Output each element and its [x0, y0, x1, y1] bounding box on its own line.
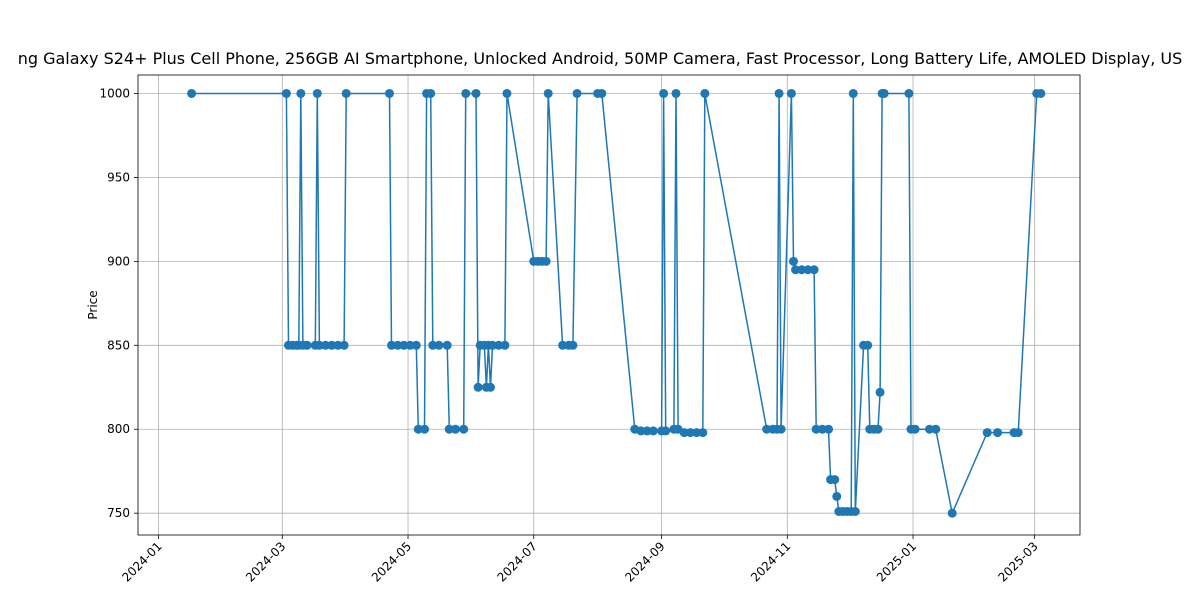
point [698, 428, 708, 438]
point [925, 424, 935, 434]
point [434, 340, 444, 350]
y-axis-label: Price [86, 290, 100, 319]
point [993, 428, 1003, 438]
point [803, 265, 813, 275]
point [692, 428, 702, 438]
chart-title: ng Galaxy S24+ Plus Cell Phone, 256GB AI… [18, 49, 1183, 68]
point [314, 340, 324, 350]
point [541, 256, 551, 266]
point [339, 340, 349, 350]
point [904, 88, 914, 98]
point [187, 88, 197, 98]
point [1036, 88, 1046, 98]
point [473, 382, 483, 392]
point [850, 506, 860, 516]
point [500, 340, 510, 350]
point [321, 340, 331, 350]
point [811, 424, 821, 434]
point [302, 340, 312, 350]
point [642, 426, 652, 436]
point [873, 424, 883, 434]
plot-frame [137, 74, 1081, 536]
y-tick-label: 1000 [99, 86, 130, 100]
point [405, 340, 415, 350]
point [296, 88, 306, 98]
point [428, 340, 438, 350]
point [679, 428, 689, 438]
point [461, 88, 471, 98]
point [281, 88, 291, 98]
y-tick-label: 800 [107, 422, 130, 436]
point [444, 424, 454, 434]
point [471, 88, 481, 98]
point [910, 424, 920, 434]
point [341, 88, 351, 98]
point [327, 340, 337, 350]
point [411, 340, 421, 350]
x-tick-label: 2024-11 [748, 539, 793, 584]
point [1013, 428, 1023, 438]
point [791, 265, 801, 275]
y-tick-label: 750 [107, 506, 130, 520]
y-tick-label: 950 [107, 170, 130, 184]
point [774, 88, 784, 98]
point [558, 340, 568, 350]
point [648, 426, 658, 436]
point [597, 88, 607, 98]
point [832, 491, 842, 501]
point [786, 88, 796, 98]
y-tick-label: 850 [107, 338, 130, 352]
point [875, 387, 885, 397]
point [809, 265, 819, 275]
point [700, 88, 710, 98]
point [848, 88, 858, 98]
point [450, 424, 460, 434]
point [788, 256, 798, 266]
point [863, 340, 873, 350]
x-tick-label: 2024-07 [495, 539, 540, 584]
x-tick-label: 2024-01 [119, 539, 164, 584]
point [387, 340, 397, 350]
point [797, 265, 807, 275]
point [671, 88, 681, 98]
point [312, 88, 322, 98]
point [661, 426, 671, 436]
point [384, 88, 394, 98]
point [488, 340, 498, 350]
point [459, 424, 469, 434]
point [393, 340, 403, 350]
point [636, 426, 646, 436]
x-tick-label: 2024-09 [622, 539, 667, 584]
point [830, 475, 840, 485]
point [762, 424, 772, 434]
y-tick-label: 900 [107, 254, 130, 268]
x-tick-label: 2024-03 [243, 539, 288, 584]
point [817, 424, 827, 434]
point [420, 424, 430, 434]
point [824, 424, 834, 434]
point [399, 340, 409, 350]
point [442, 340, 452, 350]
point [659, 88, 669, 98]
point [426, 88, 436, 98]
point [982, 428, 992, 438]
point [879, 88, 889, 98]
point [333, 340, 343, 350]
point [947, 508, 957, 518]
point [776, 424, 786, 434]
x-tick-label: 2025-03 [995, 539, 1040, 584]
point [568, 340, 578, 350]
x-tick-label: 2024-05 [369, 539, 414, 584]
point [685, 428, 695, 438]
point [543, 88, 553, 98]
point [931, 424, 941, 434]
point [572, 88, 582, 98]
x-tick-label: 2025-01 [874, 539, 919, 584]
point [485, 382, 495, 392]
point [502, 88, 512, 98]
point [413, 424, 423, 434]
point [494, 340, 504, 350]
